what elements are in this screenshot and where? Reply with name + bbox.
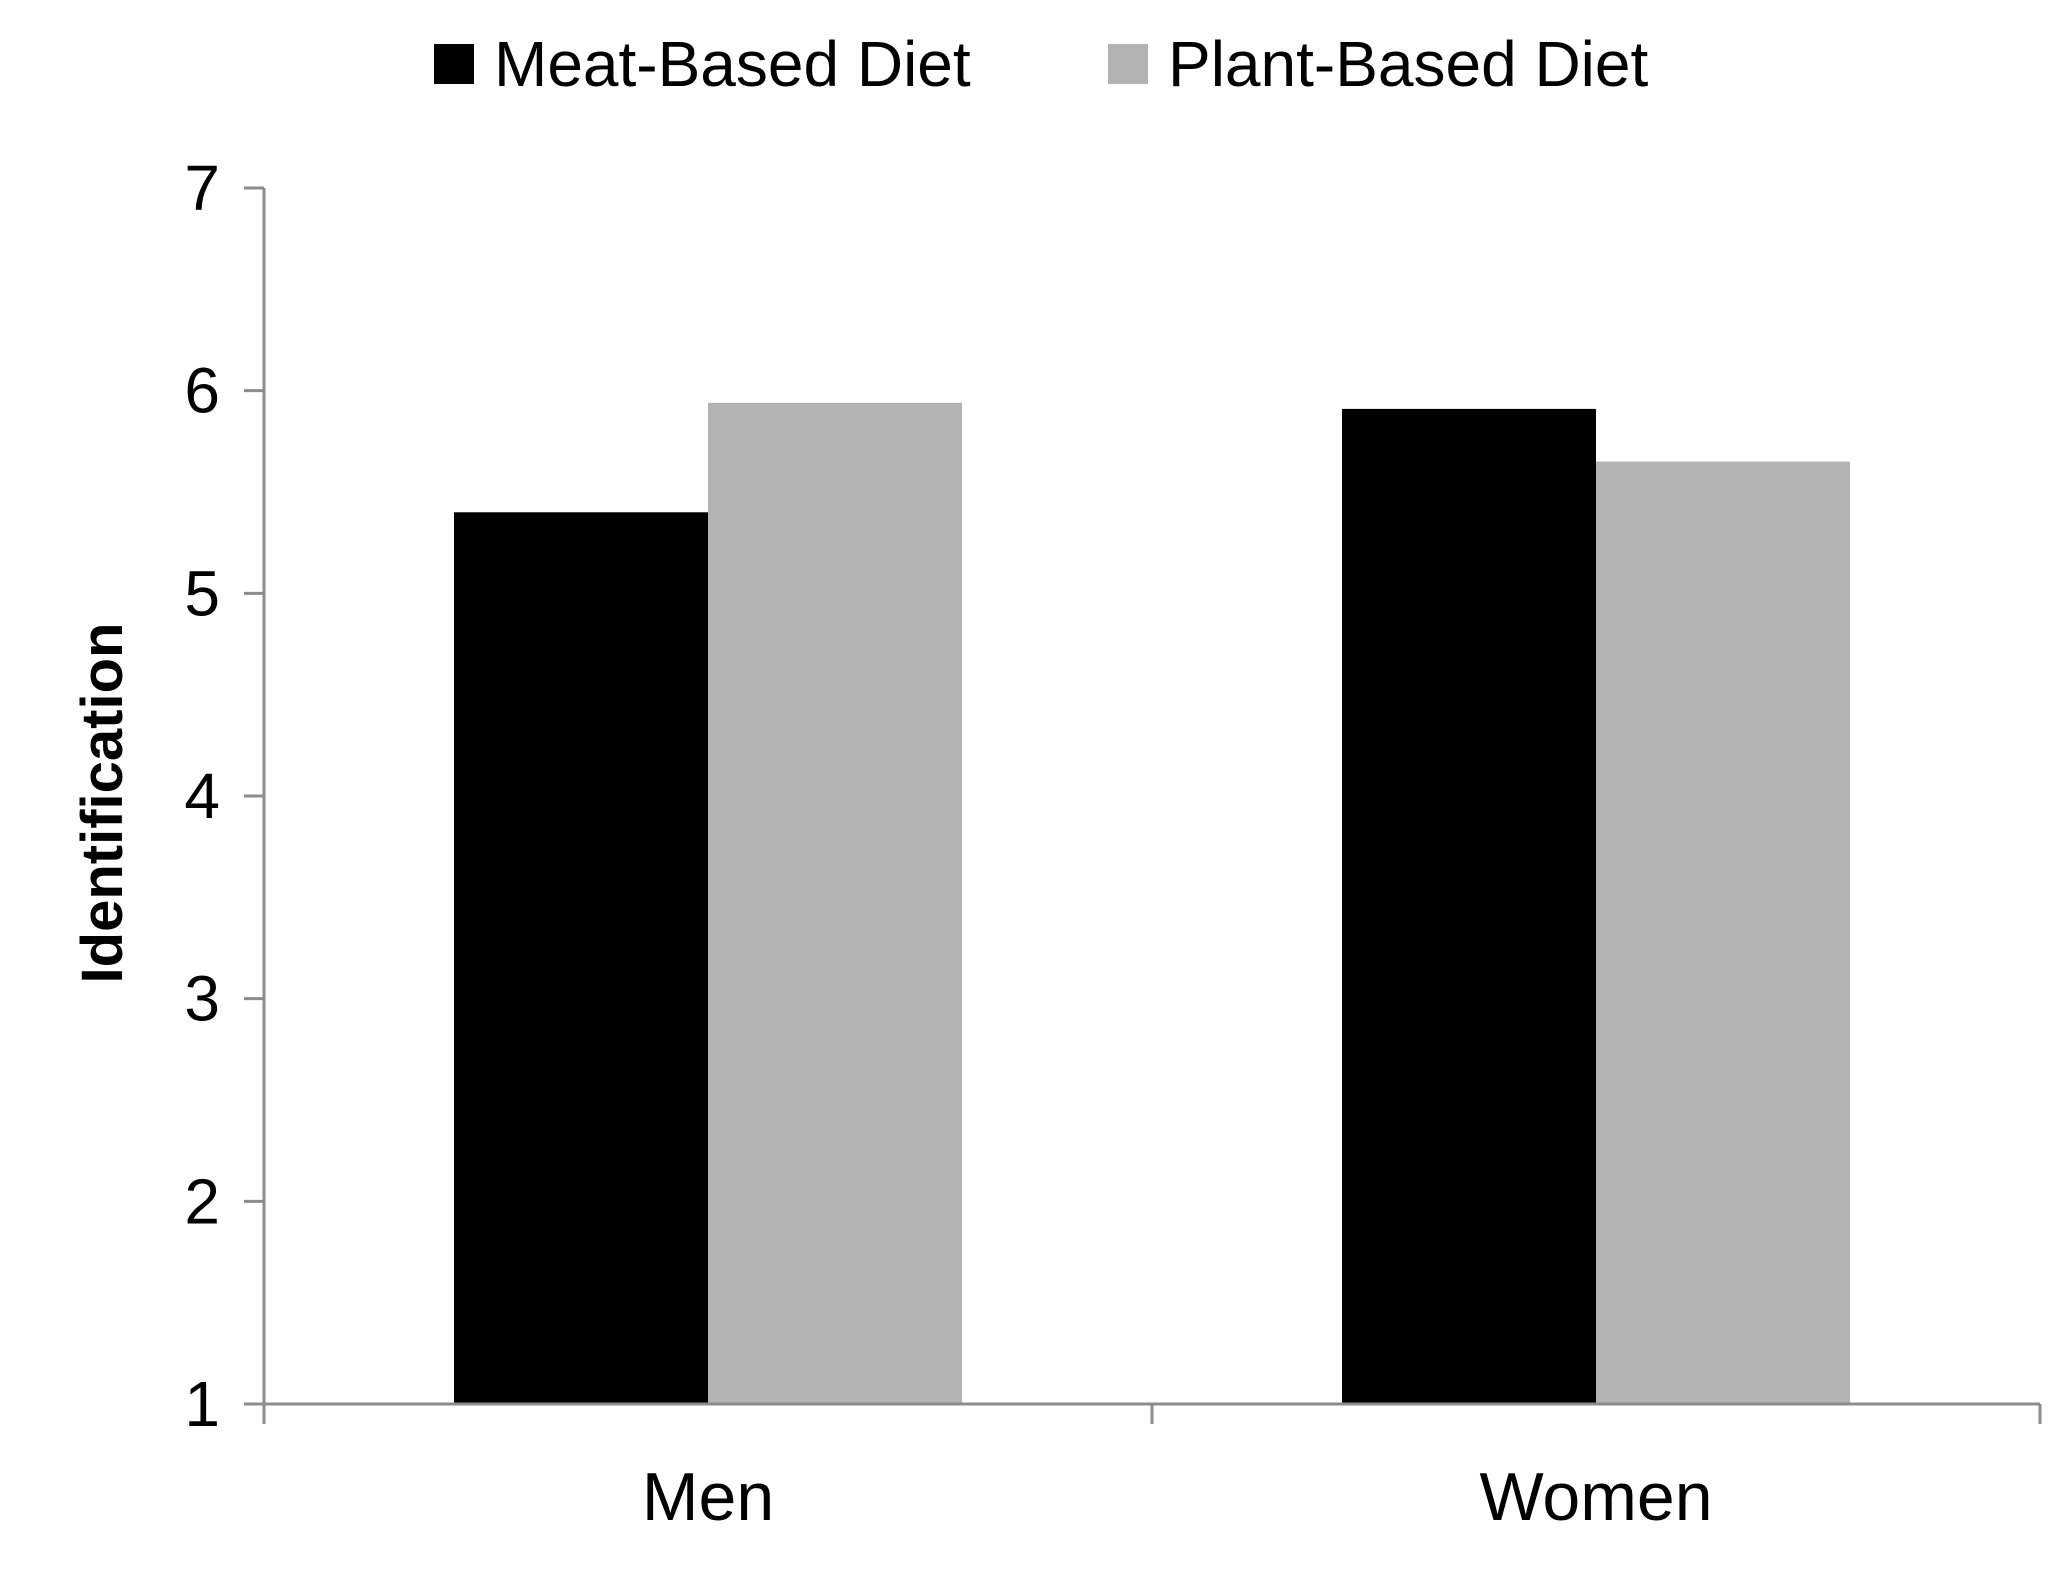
y-axis-title: Identification	[70, 623, 135, 984]
y-tick-label: 1	[184, 1368, 220, 1440]
x-category-label: Women	[1479, 1459, 1712, 1535]
legend-swatch-plant-based-diet	[1108, 44, 1148, 84]
x-category-label: Men	[642, 1459, 774, 1535]
bar-plant-based-diet-men	[708, 402, 962, 1404]
y-tick-label: 7	[184, 152, 220, 224]
legend: Meat-Based Diet Plant-Based Diet	[434, 28, 1648, 100]
legend-swatch-meat-based-diet	[434, 44, 474, 84]
bar-plant-based-diet-women	[1596, 461, 1850, 1405]
bar-meat-based-diet-men	[454, 512, 708, 1404]
y-tick-label: 5	[184, 557, 220, 629]
y-tick-label: 2	[184, 1165, 220, 1237]
bars	[454, 402, 1850, 1405]
y-axis-title-group: Identification	[70, 623, 135, 984]
bar-meat-based-diet-women	[1342, 408, 1596, 1404]
y-tick-label: 4	[184, 760, 220, 832]
legend-label-plant-based-diet: Plant-Based Diet	[1168, 28, 1648, 100]
y-tick-label: 6	[184, 355, 220, 427]
legend-label-meat-based-diet: Meat-Based Diet	[494, 28, 971, 100]
y-tick-label: 3	[184, 963, 220, 1035]
y-axis: 1 2 3 4 5 6 7	[184, 152, 266, 1440]
x-axis: Men Women	[262, 1402, 2042, 1535]
